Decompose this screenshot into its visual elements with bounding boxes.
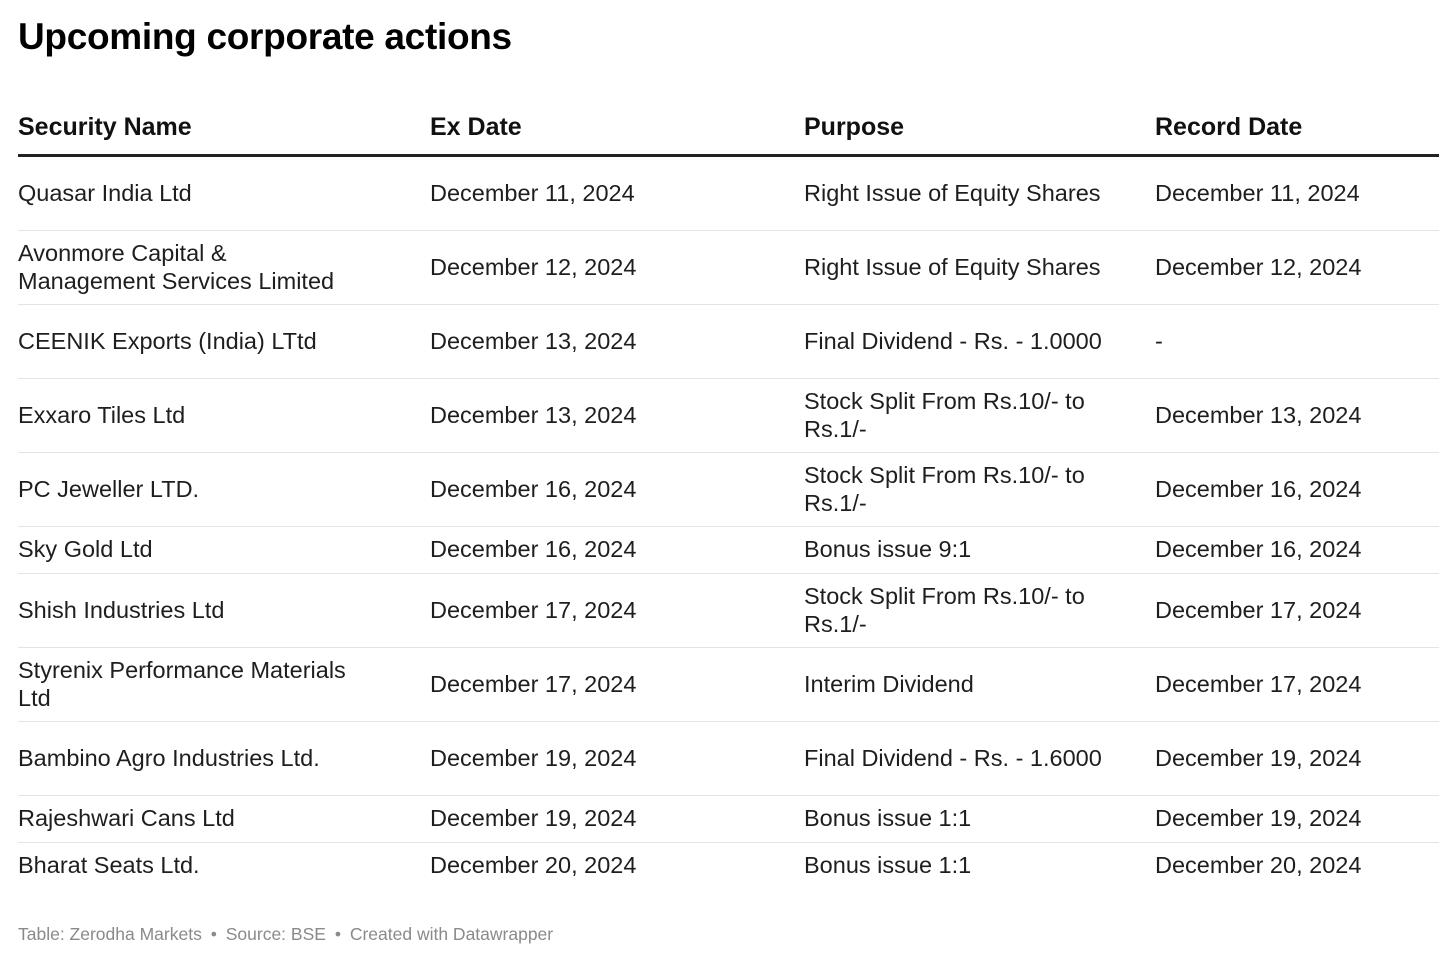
ex-date-cell: December 16, 2024 [430,452,804,527]
column-header-purpose: Purpose [804,100,1155,157]
ex-date-cell: December 19, 2024 [430,721,804,796]
record-date-cell: December 13, 2024 [1155,378,1439,453]
footer-separator: • [210,924,217,944]
security-name-cell: Bharat Seats Ltd. [18,843,430,890]
table-row: Exxaro Tiles Ltd December 13, 2024 Stock… [18,378,1439,453]
purpose: Stock Split From Rs.10/- to Rs.1/- [804,462,1085,516]
purpose: Bonus issue 1:1 [804,805,972,832]
table-row: CEENIK Exports (India) LTtd December 13,… [18,304,1439,379]
ex-date-cell: December 16, 2024 [430,526,804,574]
table-row: PC Jeweller LTD. December 16, 2024 Stock… [18,452,1439,527]
purpose-cell: Bonus issue 1:1 [804,843,1155,890]
purpose-cell: Final Dividend - Rs. - 1.6000 [804,721,1155,796]
ex-date-cell: December 13, 2024 [430,304,804,379]
header-row: Security Name Ex Date Purpose Record Dat… [18,100,1439,157]
purpose-cell: Bonus issue 9:1 [804,526,1155,574]
record-date-cell: December 12, 2024 [1155,230,1439,305]
table-footer: Table: Zerodha Markets • Source: BSE • C… [18,924,553,945]
source-credit: Source: BSE [225,924,326,944]
security-name: PC Jeweller LTD. [18,475,200,502]
corporate-actions-table: Security Name Ex Date Purpose Record Dat… [18,100,1439,889]
record-date-cell: December 16, 2024 [1155,526,1439,574]
security-name: CEENIK Exports (India) LTtd [18,327,317,354]
record-date-cell: December 20, 2024 [1155,852,1362,879]
security-name-cell: Avonmore Capital & Management Services L… [18,230,430,305]
table-credit: Table: Zerodha Markets [18,924,202,944]
column-header-security-name: Security Name [18,100,430,157]
record-date-cell: December 19, 2024 [1155,795,1439,843]
record-date-cell: December 19, 2024 [1155,721,1439,796]
security-name-cell: Shish Industries Ltd [18,573,430,648]
table-row: Avonmore Capital & Management Services L… [18,230,1439,305]
security-name-cell: CEENIK Exports (India) LTtd [18,304,430,379]
purpose: Stock Split From Rs.10/- to Rs.1/- [804,583,1085,637]
purpose-cell: Bonus issue 1:1 [804,795,1155,843]
ex-date-cell: December 17, 2024 [430,647,804,722]
purpose-cell: Stock Split From Rs.10/- to Rs.1/- [804,573,1155,648]
tool-credit: Created with Datawrapper [349,924,554,944]
purpose: Stock Split From Rs.10/- to Rs.1/- [804,388,1085,442]
purpose-cell: Interim Dividend [804,647,1155,722]
table-header: Security Name Ex Date Purpose Record Dat… [18,100,1439,157]
security-name: Styrenix Performance Materials Ltd [18,657,346,711]
ex-date-cell: December 11, 2024 [430,155,804,231]
security-name: Bharat Seats Ltd. [18,852,200,879]
purpose: Interim Dividend [804,670,974,697]
table-body: Quasar India Ltd December 11, 2024 Right… [18,155,1439,890]
purpose-cell: Final Dividend - Rs. - 1.0000 [804,304,1155,379]
purpose-cell: Stock Split From Rs.10/- to Rs.1/- [804,378,1155,453]
ex-date-cell: December 12, 2024 [430,230,804,305]
security-name: Bambino Agro Industries Ltd. [18,744,320,771]
table-row: Quasar India Ltd December 11, 2024 Right… [18,155,1439,231]
purpose: Right Issue of Equity Shares [804,179,1101,206]
page-title: Upcoming corporate actions [18,16,512,57]
purpose: Final Dividend - Rs. - 1.0000 [804,327,1102,354]
security-name-cell: Quasar India Ltd [18,155,430,231]
column-header-ex-date: Ex Date [430,100,804,157]
ex-date-cell: December 20, 2024 [430,852,637,879]
table-row: Bharat Seats Ltd. December 20, 2024 Bonu… [18,843,1439,890]
ex-date-cell: December 13, 2024 [430,378,804,453]
purpose-cell: Stock Split From Rs.10/- to Rs.1/- [804,452,1155,527]
security-name-cell: Rajeshwari Cans Ltd [18,795,430,843]
security-name: Sky Gold Ltd [18,536,153,563]
footer-separator: • [334,924,341,944]
column-header-record-date: Record Date [1155,100,1439,157]
purpose-cell: Right Issue of Equity Shares [804,230,1155,305]
security-name: Rajeshwari Cans Ltd [18,805,235,832]
security-name: Exxaro Tiles Ltd [18,401,186,428]
security-name: Avonmore Capital & Management Services L… [18,240,335,294]
security-name-cell: Sky Gold Ltd [18,526,430,574]
table-row: Shish Industries Ltd December 17, 2024 S… [18,573,1439,648]
security-name: Shish Industries Ltd [18,596,225,623]
security-name-cell: PC Jeweller LTD. [18,452,430,527]
table-row: Rajeshwari Cans Ltd December 19, 2024 Bo… [18,795,1439,843]
record-date-cell: December 11, 2024 [1155,155,1439,231]
record-date-cell: - [1155,304,1439,379]
purpose: Right Issue of Equity Shares [804,253,1101,280]
ex-date-cell: December 19, 2024 [430,795,804,843]
purpose: Bonus issue 9:1 [804,536,972,563]
security-name-cell: Styrenix Performance Materials Ltd [18,647,430,722]
table-row: Styrenix Performance Materials Ltd Decem… [18,647,1439,722]
purpose: Bonus issue 1:1 [804,852,972,879]
purpose-cell: Right Issue of Equity Shares [804,155,1155,231]
security-name-cell: Bambino Agro Industries Ltd. [18,721,430,796]
ex-date-cell: December 17, 2024 [430,573,804,648]
security-name-cell: Exxaro Tiles Ltd [18,378,430,453]
security-name: Quasar India Ltd [18,179,192,206]
record-date-cell: December 17, 2024 [1155,647,1439,722]
table-row: Bambino Agro Industries Ltd. December 19… [18,721,1439,796]
purpose: Final Dividend - Rs. - 1.6000 [804,744,1102,771]
record-date-cell: December 17, 2024 [1155,573,1439,648]
table-row: Sky Gold Ltd December 16, 2024 Bonus iss… [18,526,1439,574]
record-date-cell: December 16, 2024 [1155,452,1439,527]
